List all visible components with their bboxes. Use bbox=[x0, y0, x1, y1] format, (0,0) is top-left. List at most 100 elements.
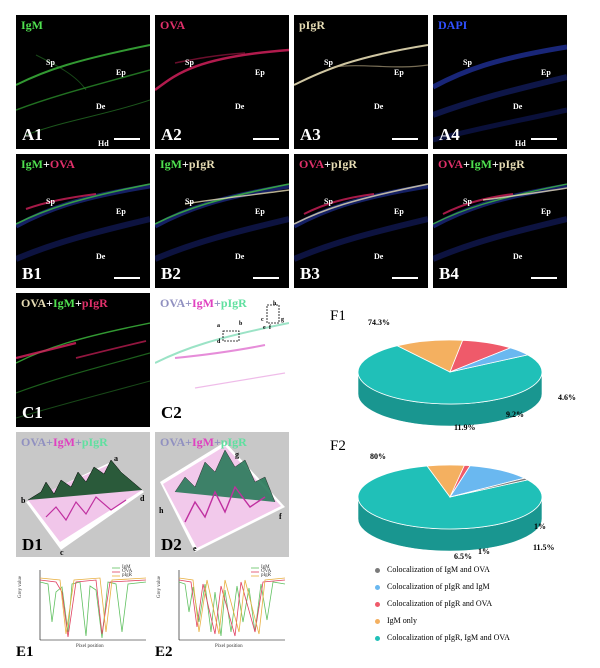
f2-slice-1 bbox=[449, 465, 526, 498]
panel-a2: OVA Sp Ep De A2 bbox=[155, 15, 289, 149]
f1-panel-label: F1 bbox=[330, 308, 346, 324]
d2-mark-e: e bbox=[193, 544, 197, 553]
panel-d2: OVA+IgM+pIgR g h e f D2 bbox=[155, 432, 289, 557]
a3-de-label: De bbox=[374, 102, 384, 111]
f2-value-label-1: 11.5% bbox=[533, 543, 555, 552]
a4-micrograph bbox=[433, 44, 567, 143]
e2-panel-label: E2 bbox=[155, 644, 173, 660]
b4-micrograph bbox=[433, 183, 567, 262]
a2-micrograph bbox=[155, 48, 289, 91]
a3-ep-label: Ep bbox=[394, 68, 404, 77]
d2-mark-f: f bbox=[279, 512, 282, 521]
legend-label: IgM only bbox=[387, 616, 417, 625]
b4-ep-label: Ep bbox=[541, 207, 551, 216]
b4-panel-label: B4 bbox=[439, 264, 459, 283]
e2-legend-ova: OVA bbox=[261, 569, 272, 574]
a2-title: OVA bbox=[160, 18, 186, 32]
b2-sp-label: Sp bbox=[185, 197, 194, 206]
c1-panel-label: C1 bbox=[22, 403, 43, 422]
a2-sp-label: Sp bbox=[185, 58, 194, 67]
b1-title: IgM+OVA bbox=[21, 157, 75, 171]
a4-title: DAPI bbox=[438, 18, 468, 32]
c1-micrograph bbox=[16, 322, 150, 419]
c2-mark-g: g bbox=[281, 317, 284, 323]
d2-surface-plot bbox=[160, 442, 285, 552]
d2-title: OVA+IgM+pIgR bbox=[160, 435, 247, 449]
e1-legend-igm: IgM bbox=[122, 565, 131, 570]
c2-mark-c: c bbox=[261, 317, 264, 323]
c2-mark-d: d bbox=[217, 339, 221, 345]
legend-swatch bbox=[375, 602, 380, 607]
e1-legend-ova: OVA bbox=[122, 569, 133, 574]
a1-scale-bar bbox=[114, 138, 140, 140]
panel-b3: OVA+pIgR Sp Ep De B3 bbox=[294, 154, 428, 288]
panel-a3: pIgR Sp Ep De A3 bbox=[294, 15, 428, 149]
panel-e1: IgM OVA pIgR Grey value Pixel position E… bbox=[16, 562, 150, 668]
panel-b4: OVA+IgM+pIgR Sp Ep De B4 bbox=[433, 154, 567, 288]
b3-sp-label: Sp bbox=[324, 197, 333, 206]
d1-title: OVA+IgM+pIgR bbox=[21, 435, 108, 449]
panel-d1: OVA+IgM+pIgR a b c d D1 bbox=[16, 432, 150, 557]
b3-scale-bar bbox=[392, 277, 418, 279]
b3-micrograph bbox=[294, 183, 428, 262]
b3-ep-label: Ep bbox=[394, 207, 404, 216]
d2-mark-g: g bbox=[235, 450, 239, 459]
c2-panel-label: C2 bbox=[161, 403, 182, 422]
a4-de-label: De bbox=[513, 102, 523, 111]
f2-value-label-4: 80% bbox=[370, 452, 386, 461]
b1-micrograph bbox=[16, 183, 150, 262]
d1-mark-b: b bbox=[21, 496, 26, 505]
e2-legend-pigr: pIgR bbox=[261, 573, 271, 578]
e1-xlabel: Pixel position bbox=[76, 644, 104, 649]
f1-slice-3 bbox=[396, 339, 464, 373]
b2-panel-label: B2 bbox=[161, 264, 181, 283]
a3-micrograph bbox=[294, 44, 428, 86]
e1-panel-label: E1 bbox=[16, 644, 34, 660]
f2-panel-label: F2 bbox=[330, 438, 346, 454]
panel-b2: IgM+pIgR Sp Ep De B2 bbox=[155, 154, 289, 288]
b1-ep-label: Ep bbox=[116, 207, 126, 216]
a4-scale-bar bbox=[531, 138, 557, 140]
f1-slice-1 bbox=[449, 347, 529, 373]
e2-legend-igm: IgM bbox=[261, 565, 270, 570]
c2-mark-h: h bbox=[273, 301, 277, 307]
legend-label: Colocalization of IgM and OVA bbox=[387, 565, 490, 574]
panel-c1: OVA+IgM+pIgR C1 bbox=[16, 293, 150, 427]
d2-panel-label: D2 bbox=[161, 535, 182, 554]
a1-micrograph bbox=[16, 44, 150, 136]
b1-scale-bar bbox=[114, 277, 140, 279]
legend-swatch bbox=[375, 568, 380, 573]
panel-c2: OVA+IgM+pIgR a b c d e f g h C2 bbox=[155, 293, 289, 427]
d2-mark-h: h bbox=[159, 506, 164, 515]
b4-scale-bar bbox=[531, 277, 557, 279]
b3-de-label: De bbox=[374, 252, 384, 261]
e1-ylabel: Grey value bbox=[18, 575, 23, 598]
b1-de-label: De bbox=[96, 252, 106, 261]
a2-panel-label: A2 bbox=[161, 125, 182, 144]
f1-pie-chart bbox=[357, 339, 543, 427]
panel-a4: DAPI Sp Ep De Hd A4 bbox=[433, 15, 567, 149]
a3-title: pIgR bbox=[299, 18, 326, 32]
a1-ep-label: Ep bbox=[116, 68, 126, 77]
f2-slice-0 bbox=[449, 477, 529, 498]
d1-mark-c: c bbox=[60, 548, 64, 557]
c2-mark-e: e bbox=[263, 325, 266, 331]
a1-de-label: De bbox=[96, 102, 106, 111]
a1-hd-label: Hd bbox=[98, 139, 109, 148]
c2-title: OVA+IgM+pIgR bbox=[160, 296, 247, 310]
legend-label: Colocalization of pIgR and IgM bbox=[387, 582, 490, 591]
f1-value-label-4: 74.3% bbox=[368, 318, 390, 327]
panel-b1: IgM+OVA Sp Ep De B1 bbox=[16, 154, 150, 288]
b2-micrograph bbox=[155, 183, 289, 262]
f2-value-label-0: 1% bbox=[534, 522, 546, 531]
b2-title: IgM+pIgR bbox=[160, 157, 215, 171]
c2-mark-f: f bbox=[269, 325, 271, 331]
d1-mark-a: a bbox=[114, 454, 118, 463]
a3-scale-bar bbox=[392, 138, 418, 140]
a2-ep-label: Ep bbox=[255, 68, 265, 77]
a4-sp-label: Sp bbox=[463, 58, 472, 67]
b3-title: OVA+pIgR bbox=[299, 157, 357, 171]
c2-mark-b: b bbox=[239, 321, 243, 327]
e1-legend-pigr: pIgR bbox=[122, 573, 132, 578]
a1-title: IgM bbox=[21, 18, 43, 32]
